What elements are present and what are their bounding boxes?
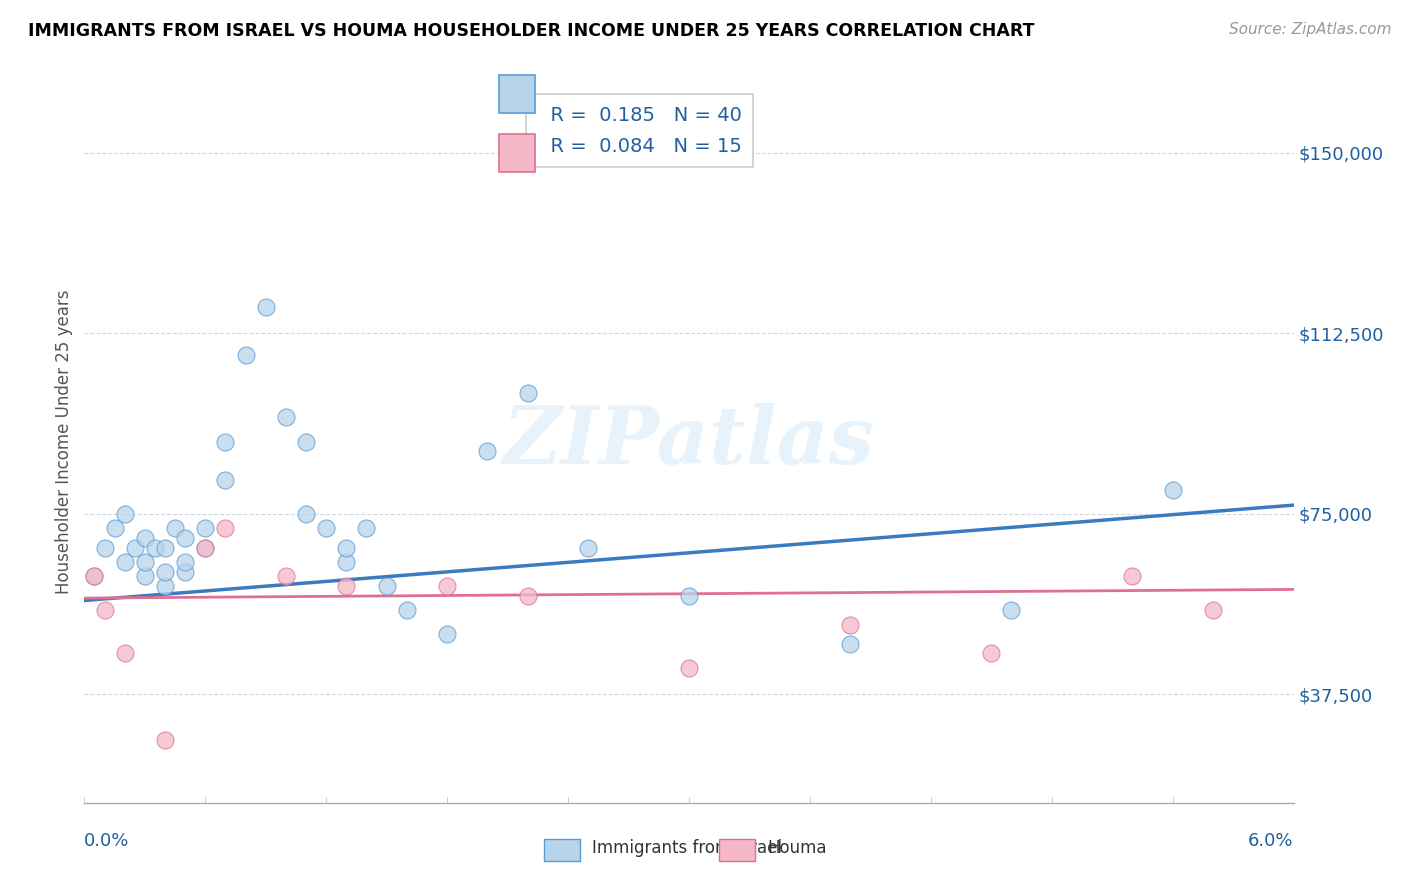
Point xyxy=(436,627,458,641)
Point xyxy=(194,541,217,555)
Point xyxy=(174,565,197,579)
Point xyxy=(114,647,136,661)
Point xyxy=(395,603,418,617)
Point xyxy=(295,434,318,449)
Point xyxy=(235,348,257,362)
Point xyxy=(114,507,136,521)
Point xyxy=(174,555,197,569)
Point xyxy=(153,565,176,579)
Point xyxy=(83,569,105,583)
Point xyxy=(274,569,297,583)
Point xyxy=(134,531,156,545)
Point xyxy=(839,617,862,632)
Text: Source: ZipAtlas.com: Source: ZipAtlas.com xyxy=(1229,22,1392,37)
FancyBboxPatch shape xyxy=(499,75,536,112)
Point xyxy=(516,386,538,401)
Point xyxy=(335,555,357,569)
Point xyxy=(214,521,236,535)
Point xyxy=(254,300,277,314)
FancyBboxPatch shape xyxy=(544,838,581,861)
Point xyxy=(356,521,378,535)
Point xyxy=(83,569,105,583)
Point xyxy=(134,569,156,583)
Point xyxy=(194,541,217,555)
Point xyxy=(678,589,700,603)
Point xyxy=(214,434,236,449)
Point xyxy=(153,541,176,555)
Point xyxy=(153,579,176,593)
Point xyxy=(516,589,538,603)
Text: IMMIGRANTS FROM ISRAEL VS HOUMA HOUSEHOLDER INCOME UNDER 25 YEARS CORRELATION CH: IMMIGRANTS FROM ISRAEL VS HOUMA HOUSEHOL… xyxy=(28,22,1035,40)
Point xyxy=(194,521,217,535)
Point xyxy=(436,579,458,593)
FancyBboxPatch shape xyxy=(499,135,536,172)
Point xyxy=(315,521,337,535)
Point xyxy=(165,521,187,535)
Point xyxy=(274,410,297,425)
Point xyxy=(1000,603,1022,617)
Point xyxy=(839,637,862,651)
Point xyxy=(143,541,166,555)
Point xyxy=(477,444,499,458)
Text: Houma: Houma xyxy=(768,838,827,856)
Point xyxy=(93,603,115,617)
Text: R =  0.185   N = 40
  R =  0.084   N = 15: R = 0.185 N = 40 R = 0.084 N = 15 xyxy=(538,105,742,155)
Point xyxy=(295,507,318,521)
Point xyxy=(124,541,146,555)
Point xyxy=(1202,603,1225,617)
Point xyxy=(153,733,176,747)
Point xyxy=(576,541,599,555)
Text: 6.0%: 6.0% xyxy=(1249,831,1294,850)
Point xyxy=(174,531,197,545)
Point xyxy=(1161,483,1184,497)
Point xyxy=(1121,569,1143,583)
Text: ZIPatlas: ZIPatlas xyxy=(503,403,875,480)
Point xyxy=(93,541,115,555)
Text: Immigrants from Israel: Immigrants from Israel xyxy=(592,838,782,856)
Point xyxy=(134,555,156,569)
Point xyxy=(114,555,136,569)
Point xyxy=(678,661,700,675)
Point xyxy=(335,541,357,555)
Point xyxy=(214,473,236,487)
Text: 0.0%: 0.0% xyxy=(84,831,129,850)
Point xyxy=(335,579,357,593)
Point xyxy=(375,579,398,593)
FancyBboxPatch shape xyxy=(720,838,755,861)
Point xyxy=(104,521,127,535)
Y-axis label: Householder Income Under 25 years: Householder Income Under 25 years xyxy=(55,289,73,594)
Point xyxy=(980,647,1002,661)
